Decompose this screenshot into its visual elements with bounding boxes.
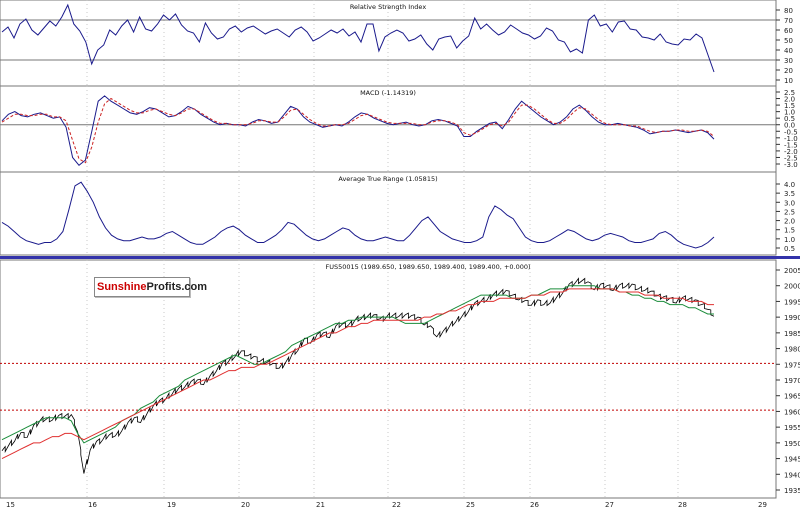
x-tick-label: 19 [167, 501, 176, 509]
y-tick-label: 0.5 [784, 115, 795, 123]
panel-separator [0, 256, 800, 259]
series-line-3-1 [1, 285, 714, 444]
y-tick-label: 20 [784, 67, 793, 75]
y-tick-label: 1945 [784, 456, 800, 464]
y-tick-label: 1980 [784, 346, 800, 354]
x-tick-label: 29 [758, 501, 767, 509]
x-tick-label: 27 [605, 501, 614, 509]
y-tick-label: 1965 [784, 393, 800, 401]
y-tick-label: 1985 [784, 330, 800, 338]
series-line-3-0 [1, 277, 715, 474]
y-tick-label: 3.0 [784, 199, 795, 207]
panel-title: Average True Range (1.05815) [338, 175, 437, 183]
y-tick-label: 1950 [784, 440, 800, 448]
chart-panel-2: 4.03.53.02.5 2.01.51.00.5 Average True Ran… [0, 171, 795, 256]
panel-title: FUS50015 (1989.650, 1989.650, 1989.400, … [325, 263, 530, 271]
sunshine-profits-logo: SunshineProfits.com [94, 277, 207, 297]
chart-panel-0: 80 70 60 50 40 30 20 10 Relative Strength Index [0, 0, 793, 87]
y-tick-label: 3.5 [784, 190, 795, 198]
y-tick-label: 1935 [784, 487, 800, 495]
series-line-3-2 [1, 288, 714, 460]
chart-panel-3: 2005 2000 1995 1990 1985 1980 1975 1970 1965 1960… [0, 259, 800, 509]
y-tick-label: -2.5 [784, 154, 798, 162]
y-tick-label: 1.5 [784, 227, 795, 235]
y-tick-label: 2005 [784, 267, 800, 275]
y-tick-label: 1990 [784, 314, 800, 322]
y-tick-label: 1975 [784, 361, 800, 369]
y-tick-label: 2.0 [784, 96, 795, 104]
y-tick-label: 1970 [784, 377, 800, 385]
y-tick-label: 30 [784, 57, 793, 65]
x-tick-label: 15 [6, 501, 15, 509]
series-line-1-1 [1, 97, 715, 164]
y-tick-label: 0.0 [784, 122, 795, 130]
y-tick-label: -1.5 [784, 141, 798, 149]
y-tick-label: 50 [784, 37, 793, 45]
y-tick-label: 4.0 [784, 181, 795, 189]
y-tick-label: 2000 [784, 283, 800, 291]
y-tick-label: 40 [784, 47, 793, 55]
y-tick-label: 2.5 [784, 208, 795, 216]
y-tick-label: 80 [784, 7, 793, 15]
x-tick-label: 28 [678, 501, 687, 509]
y-tick-label: 1995 [784, 298, 800, 306]
y-tick-label: 1940 [784, 471, 800, 479]
x-tick-label: 26 [530, 501, 539, 509]
y-tick-label: 2.5 [784, 89, 795, 97]
x-tick-label: 25 [466, 501, 475, 509]
chart-panel-1: 2.52.01.51.00.50.0-0.5-1.0-1.5-2.0-2.5-3… [0, 85, 798, 173]
y-tick-label: -2.0 [784, 148, 798, 156]
y-tick-label: -1.0 [784, 135, 798, 143]
y-tick-label: 0.5 [784, 245, 795, 253]
y-tick-label: -0.5 [784, 128, 798, 136]
series-line-0-0 [1, 3, 715, 73]
y-tick-label: 1.5 [784, 102, 795, 110]
y-tick-label: -3.0 [784, 161, 798, 169]
y-tick-label: 1.0 [784, 236, 795, 244]
y-tick-label: 2.0 [784, 218, 795, 226]
y-tick-label: 1960 [784, 408, 800, 416]
y-tick-label: 1955 [784, 424, 800, 432]
x-tick-label: 21 [316, 501, 325, 509]
y-tick-label: 10 [784, 77, 793, 85]
x-tick-label: 22 [392, 501, 401, 509]
x-tick-label: 20 [241, 501, 250, 509]
y-tick-label: 70 [784, 17, 793, 25]
y-tick-label: 60 [784, 27, 793, 35]
y-tick-label: 1.0 [784, 109, 795, 117]
series-line-2-0 [1, 181, 715, 249]
panel-title: Relative Strength Index [350, 3, 427, 11]
series-line-1-0 [1, 95, 715, 167]
panel-title: MACD (-1.14319) [360, 89, 416, 97]
x-tick-label: 16 [88, 501, 97, 509]
